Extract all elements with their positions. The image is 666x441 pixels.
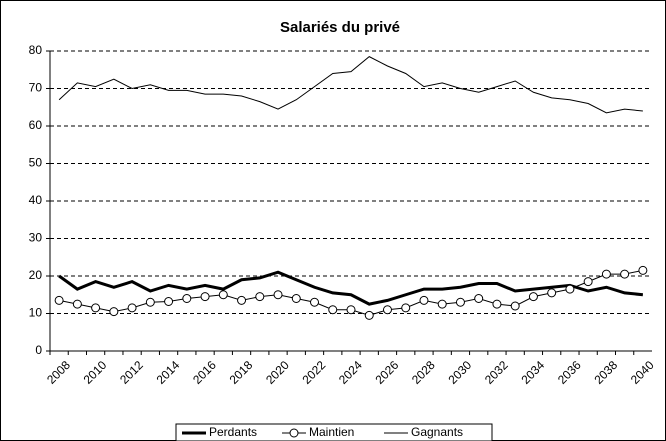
marker	[291, 294, 301, 303]
marker	[346, 305, 356, 315]
marker	[583, 277, 593, 287]
y-tick-label: 0	[35, 343, 42, 357]
marker	[127, 303, 137, 313]
marker	[382, 305, 392, 315]
series-line	[58, 270, 644, 306]
marker	[565, 284, 575, 294]
marker	[109, 307, 119, 317]
marker	[218, 290, 228, 300]
marker	[474, 294, 484, 303]
y-tick-label: 10	[29, 306, 43, 320]
y-tick-label: 20	[29, 268, 43, 282]
marker	[164, 297, 174, 306]
marker	[620, 269, 630, 279]
marker	[273, 290, 283, 300]
marker	[638, 265, 648, 275]
marker	[72, 299, 82, 309]
legend-label: Maintien	[309, 425, 354, 439]
y-tick-label: 30	[29, 231, 43, 245]
marker	[237, 295, 247, 305]
series-line	[58, 56, 643, 114]
marker	[492, 299, 502, 309]
chart-title: Salariés du privé	[280, 19, 400, 36]
y-tick-label: 80	[29, 43, 43, 57]
marker	[255, 292, 265, 302]
y-tick-label: 50	[29, 156, 43, 170]
marker	[510, 301, 520, 311]
legend-label: Gagnants	[411, 425, 463, 439]
y-tick-label: 60	[29, 118, 43, 132]
marker	[437, 299, 447, 309]
marker	[54, 295, 64, 305]
marker	[145, 297, 155, 307]
marker	[364, 310, 374, 320]
marker	[547, 288, 557, 298]
marker	[91, 303, 101, 313]
y-tick-label: 40	[29, 193, 43, 207]
marker	[419, 295, 429, 305]
legend	[175, 423, 493, 441]
marker	[528, 292, 538, 302]
marker	[328, 305, 338, 315]
marker	[401, 303, 411, 313]
marker	[182, 294, 192, 303]
marker	[601, 269, 611, 279]
legend-marker	[289, 428, 299, 438]
marker	[455, 297, 465, 307]
marker	[310, 297, 320, 307]
legend-label: Perdants	[209, 425, 257, 439]
marker	[200, 292, 210, 302]
y-tick-label: 70	[29, 81, 43, 95]
